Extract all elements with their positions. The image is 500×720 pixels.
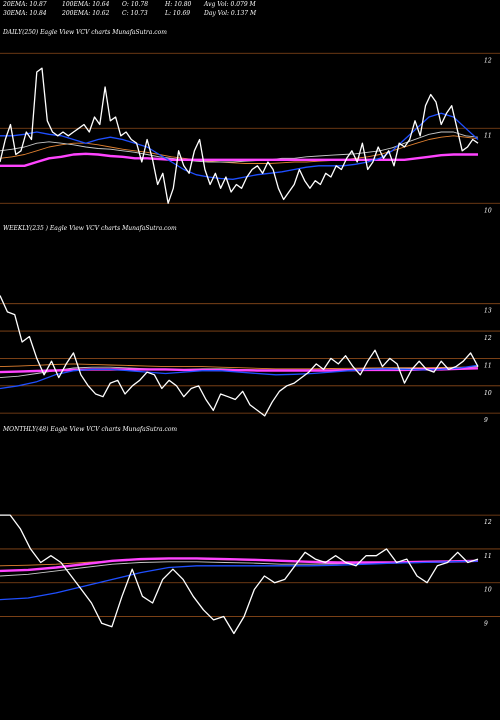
y-tick-label-1-0: 9 — [484, 417, 488, 424]
header-30ema: 30EMA: 10.84 — [3, 10, 47, 17]
header-100ema: 100EMA: 10.64 — [62, 1, 110, 8]
monthly-panel-label: MONTHLY(48) Eagle View VCV charts Munafa… — [3, 426, 178, 433]
y-tick-label-2-2: 11 — [484, 553, 492, 560]
series-price-0 — [0, 67, 479, 204]
daily-panel-label: DAILY(250) Eagle View VCV charts MunafaS… — [3, 29, 167, 36]
y-tick-label-0-1: 11 — [484, 132, 492, 139]
header-open: O: 10.78 — [122, 1, 149, 8]
y-tick-label-0-2: 12 — [484, 57, 492, 64]
y-tick-label-1-4: 13 — [484, 308, 492, 315]
header-close: C: 10.73 — [122, 10, 148, 17]
series-price-2 — [0, 514, 479, 635]
header-day-vol: Day Vol: 0.137 M — [204, 10, 257, 17]
series-ema_slow-0 — [0, 152, 478, 168]
y-tick-label-1-2: 11 — [484, 362, 492, 369]
header-avg-vol: Avg Vol: 0.079 M — [204, 1, 256, 8]
y-tick-label-1-1: 10 — [484, 390, 492, 397]
y-tick-label-2-0: 9 — [484, 621, 488, 628]
series-ma_a-0 — [0, 131, 479, 163]
y-tick-label-2-1: 10 — [484, 587, 492, 594]
y-tick-label-1-3: 12 — [484, 335, 492, 342]
y-tick-label-2-3: 12 — [484, 519, 492, 526]
series-price-1 — [0, 295, 479, 417]
y-tick-label-0-0: 10 — [484, 207, 492, 214]
header-200ema: 200EMA: 10.62 — [62, 10, 110, 17]
weekly-panel-label: WEEKLY(235 ) Eagle View VCV charts Munaf… — [3, 225, 177, 232]
header-20ema: 20EMA: 10.87 — [3, 1, 47, 8]
header-low: L: 10.69 — [165, 10, 191, 17]
header-high: H: 10.80 — [165, 1, 192, 8]
